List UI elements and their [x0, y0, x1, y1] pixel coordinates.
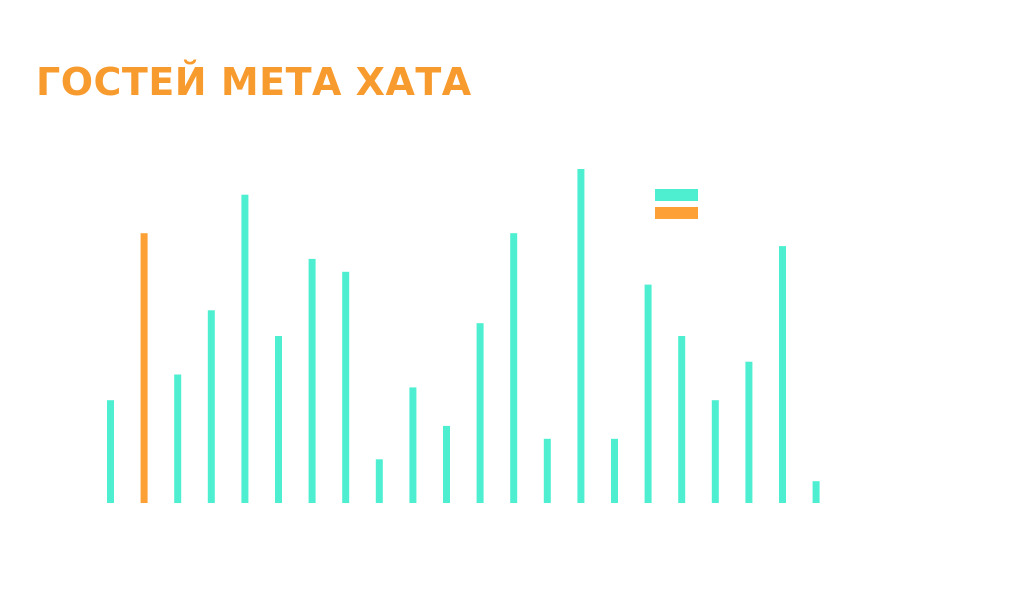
- legend: [655, 189, 698, 219]
- bar-17: [644, 284, 652, 503]
- bar-4: [207, 310, 215, 503]
- bar-11: [443, 425, 450, 503]
- bar-13: [510, 233, 518, 503]
- bar-19: [711, 400, 719, 503]
- bar-18: [678, 336, 686, 503]
- bar-2: [140, 233, 148, 503]
- chart-title: ГОСТЕЙ МЕТА ХАТА: [36, 60, 472, 104]
- bar-1: [107, 400, 114, 503]
- bar-20: [745, 361, 753, 503]
- bar-14: [543, 438, 551, 503]
- bar-6: [275, 336, 282, 503]
- bar-7: [308, 258, 316, 503]
- bar-3: [174, 374, 182, 503]
- bar-5: [241, 194, 249, 503]
- legend-swatch-primary: [655, 189, 698, 201]
- bar-10: [409, 387, 417, 503]
- bars-group: [107, 169, 820, 503]
- bar-15: [577, 169, 585, 503]
- bar-12: [476, 323, 484, 503]
- bar-8: [342, 271, 350, 503]
- legend-swatch-highlight: [655, 207, 698, 219]
- bar-22: [812, 481, 820, 503]
- bar-21: [779, 246, 786, 503]
- bar-16: [611, 438, 618, 503]
- bar-9: [375, 459, 383, 503]
